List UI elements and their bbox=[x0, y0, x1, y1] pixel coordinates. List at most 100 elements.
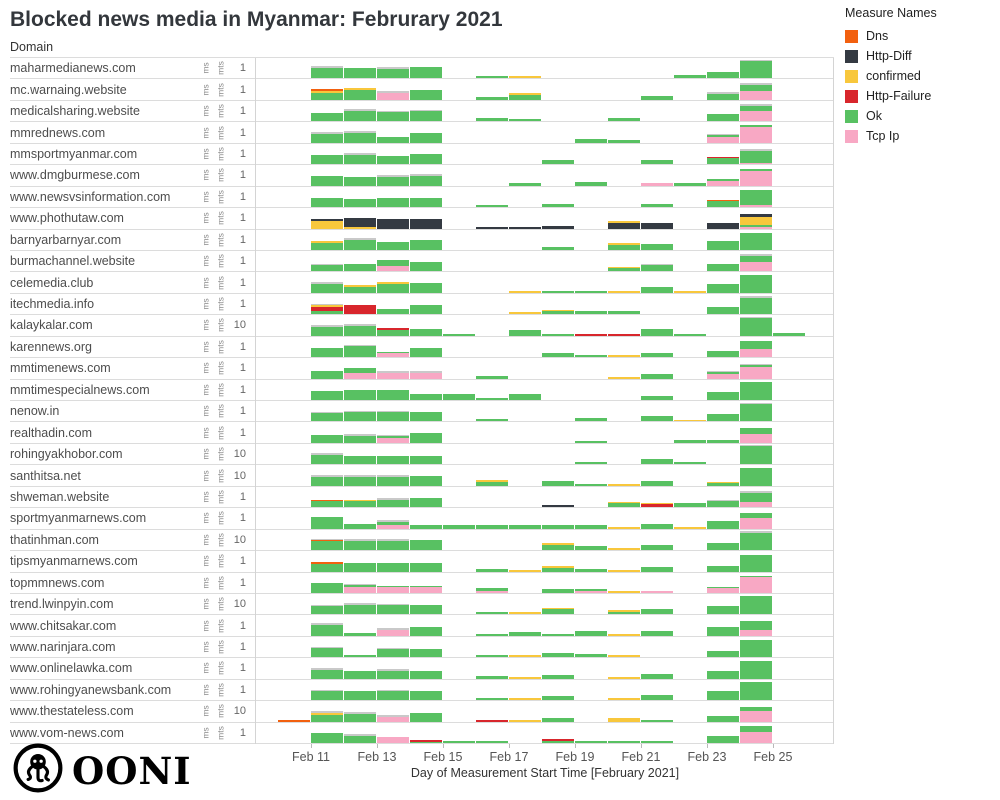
bar-segment-ok[interactable] bbox=[707, 586, 739, 588]
domain-label[interactable]: medicalsharing.website bbox=[10, 104, 140, 119]
bar-segment-cap[interactable] bbox=[311, 453, 343, 456]
bar-segment-httpfail[interactable] bbox=[344, 305, 376, 315]
bar-segment-cap[interactable] bbox=[311, 689, 343, 692]
bar-segment-conf[interactable] bbox=[608, 633, 640, 636]
bar-segment-ok[interactable] bbox=[344, 584, 376, 587]
bar-segment-cap[interactable] bbox=[344, 539, 376, 542]
bar-segment-cap[interactable] bbox=[740, 104, 772, 107]
bar-segment-ok[interactable] bbox=[740, 317, 772, 336]
bar-segment-ok[interactable] bbox=[344, 605, 376, 615]
bar-segment-tcp[interactable] bbox=[707, 136, 739, 143]
bar-segment-ok[interactable] bbox=[740, 382, 772, 400]
bar-segment-tcp[interactable] bbox=[740, 205, 772, 208]
bar-segment-conf[interactable] bbox=[608, 609, 640, 612]
domain-label[interactable]: topmmnews.com bbox=[10, 575, 105, 590]
bar-segment-ok[interactable] bbox=[542, 246, 574, 250]
bar-segment-conf[interactable] bbox=[608, 483, 640, 486]
bar-segment-tcp[interactable] bbox=[740, 366, 772, 379]
bar-segment-httpfail[interactable] bbox=[707, 157, 739, 159]
bar-segment-ok[interactable] bbox=[509, 183, 541, 186]
bar-segment-cap[interactable] bbox=[311, 646, 343, 649]
bar-segment-ok[interactable] bbox=[344, 412, 376, 422]
bar-segment-conf[interactable] bbox=[542, 310, 574, 312]
bar-segment-tcp[interactable] bbox=[707, 373, 739, 379]
bar-segment-ok[interactable] bbox=[542, 311, 574, 315]
legend-item-confirmed[interactable]: confirmed bbox=[845, 66, 937, 86]
bar-segment-cap[interactable] bbox=[377, 628, 409, 630]
bar-segment-ok[interactable] bbox=[575, 568, 607, 572]
bar-segment-ok[interactable] bbox=[377, 283, 409, 293]
bar-segment-conf[interactable] bbox=[608, 526, 640, 529]
bar-segment-cap[interactable] bbox=[311, 282, 343, 284]
bar-segment-tcp[interactable] bbox=[377, 437, 409, 443]
bar-segment-cap[interactable] bbox=[377, 91, 409, 93]
bar-segment-ok[interactable] bbox=[311, 606, 343, 615]
bar-segment-conf[interactable] bbox=[509, 612, 541, 615]
bar-segment-ok[interactable] bbox=[707, 501, 739, 508]
bar-segment-dns[interactable] bbox=[311, 562, 343, 564]
bar-segment-httpdiff[interactable] bbox=[377, 218, 409, 229]
bar-segment-ok[interactable] bbox=[641, 243, 673, 250]
bar-segment-ok[interactable] bbox=[542, 524, 574, 529]
bar-segment-conf[interactable] bbox=[542, 565, 574, 568]
bar-segment-cap[interactable] bbox=[740, 254, 772, 257]
bar-segment-ok[interactable] bbox=[740, 554, 772, 572]
bar-segment-ok[interactable] bbox=[344, 111, 376, 122]
bar-segment-ok[interactable] bbox=[641, 719, 673, 722]
bar-segment-ok[interactable] bbox=[476, 634, 508, 636]
domain-label[interactable]: www.thestateless.com bbox=[10, 704, 134, 719]
bar-segment-ok[interactable] bbox=[410, 562, 442, 572]
bar-segment-ok[interactable] bbox=[575, 483, 607, 486]
bar-segment-tcp[interactable] bbox=[575, 590, 607, 593]
bar-segment-conf[interactable] bbox=[476, 480, 508, 482]
bar-segment-ok[interactable] bbox=[311, 669, 343, 679]
domain-label[interactable]: maharmedianews.com bbox=[10, 61, 136, 76]
bar-segment-tcp[interactable] bbox=[344, 372, 376, 379]
bar-segment-ok[interactable] bbox=[377, 260, 409, 267]
bar-segment-ok[interactable] bbox=[377, 241, 409, 250]
bar-segment-ok[interactable] bbox=[707, 414, 739, 422]
domain-label[interactable]: www.newsvsinformation.com bbox=[10, 189, 171, 204]
bar-segment-conf[interactable] bbox=[509, 76, 541, 79]
bar-segment-ok[interactable] bbox=[707, 392, 739, 400]
bar-segment-ok[interactable] bbox=[410, 741, 442, 743]
bar-segment-ok[interactable] bbox=[740, 150, 772, 163]
bar-segment-cap[interactable] bbox=[740, 316, 772, 318]
bar-segment-ok[interactable] bbox=[542, 740, 574, 743]
bar-segment-ok[interactable] bbox=[476, 397, 508, 400]
bar-segment-httpfail[interactable] bbox=[575, 333, 607, 336]
bar-segment-tcp[interactable] bbox=[740, 710, 772, 722]
bar-segment-ok[interactable] bbox=[740, 190, 772, 206]
bar-segment-ok[interactable] bbox=[410, 67, 442, 79]
bar-segment-ok[interactable] bbox=[608, 503, 640, 508]
bar-segment-ok[interactable] bbox=[542, 480, 574, 486]
bar-segment-ok[interactable] bbox=[410, 649, 442, 658]
bar-segment-ok[interactable] bbox=[344, 264, 376, 272]
bar-segment-cap[interactable] bbox=[377, 714, 409, 717]
domain-label[interactable]: mc.warnaing.website bbox=[10, 82, 127, 97]
bar-segment-ok[interactable] bbox=[773, 333, 805, 336]
bar-segment-conf[interactable] bbox=[608, 590, 640, 593]
bar-segment-httpfail[interactable] bbox=[311, 307, 343, 312]
bar-segment-cap[interactable] bbox=[740, 402, 772, 405]
bar-segment-ok[interactable] bbox=[575, 546, 607, 551]
domain-label[interactable]: rohingyakhobor.com bbox=[10, 447, 123, 462]
bar-segment-cap[interactable] bbox=[410, 174, 442, 176]
bar-segment-ok[interactable] bbox=[740, 726, 772, 732]
bar-segment-dns[interactable] bbox=[707, 199, 739, 202]
bar-segment-ok[interactable] bbox=[377, 649, 409, 658]
bar-segment-ok[interactable] bbox=[344, 239, 376, 250]
bar-segment-cap[interactable] bbox=[740, 363, 772, 366]
bar-segment-ok[interactable] bbox=[311, 476, 343, 486]
bar-segment-cap[interactable] bbox=[344, 583, 376, 585]
bar-segment-ok[interactable] bbox=[641, 523, 673, 529]
bar-segment-ok[interactable] bbox=[377, 670, 409, 679]
bar-segment-ok[interactable] bbox=[410, 691, 442, 701]
bar-segment-ok[interactable] bbox=[344, 68, 376, 79]
bar-segment-ok[interactable] bbox=[311, 624, 343, 636]
bar-segment-cap[interactable] bbox=[377, 175, 409, 177]
bar-segment-ok[interactable] bbox=[740, 620, 772, 630]
bar-segment-ok[interactable] bbox=[641, 265, 673, 272]
bar-segment-ok[interactable] bbox=[476, 655, 508, 658]
bar-segment-ok[interactable] bbox=[410, 540, 442, 551]
